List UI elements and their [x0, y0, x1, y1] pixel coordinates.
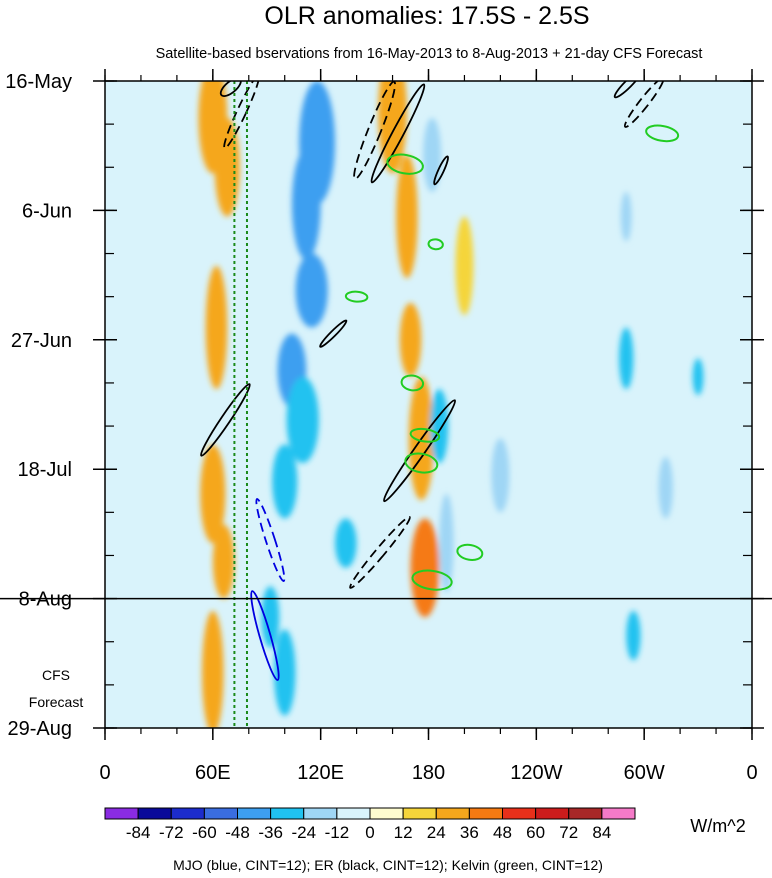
- x-tick-label-5: 60W: [624, 762, 665, 784]
- colorbar-swatch-5: [270, 807, 305, 820]
- colorbar-label-14: 84: [592, 823, 611, 842]
- colorbar-label-9: 24: [427, 823, 446, 842]
- footer-note: MJO (blue, CINT=12); ER (black, CINT=12)…: [173, 857, 603, 873]
- colorbar-swatch-11: [468, 807, 503, 820]
- anomaly-blob-5: [202, 610, 224, 728]
- colorbar-label-12: 60: [526, 823, 545, 842]
- y-axis: 16-May 6-Jun 27-Jun 18-Jul 8-Aug 29-Aug: [5, 71, 764, 740]
- kelvin-contour-18: [409, 427, 441, 443]
- anomaly-blob-22: [439, 493, 454, 593]
- anomaly-blob-25: [620, 191, 632, 242]
- anomaly-blob-13: [273, 629, 296, 716]
- anomaly-blob-4: [212, 524, 235, 599]
- colorbar-label-3: -48: [225, 823, 250, 842]
- colorbar-swatch-7: [336, 807, 371, 820]
- colorbar-swatch-12: [502, 807, 537, 820]
- colorbar-label-7: 0: [365, 823, 374, 842]
- anomaly-blob-14: [335, 518, 357, 568]
- anomaly-blob-16: [396, 154, 418, 279]
- colorbar-swatch-9: [402, 807, 437, 820]
- x-axis: 0 60E 120E 180 120W 60W 0: [99, 69, 758, 784]
- forecast-label-line2: Forecast: [29, 694, 84, 710]
- plot-area: [105, 81, 752, 728]
- anomaly-blob-11: [272, 444, 298, 519]
- anomaly-blob-24: [626, 610, 641, 661]
- colorbar-swatch-4: [237, 807, 272, 820]
- x-tick-label-0: 0: [99, 762, 110, 784]
- er-contour-7: [433, 155, 449, 186]
- colorbar-label-6: -12: [325, 823, 350, 842]
- anomaly-blob-7: [291, 148, 321, 260]
- chart-title: OLR anomalies: 17.5S - 2.5S: [264, 2, 589, 30]
- colorbar-label-5: -24: [291, 823, 316, 842]
- forecast-label-line1: CFS: [42, 667, 70, 683]
- colorbar-swatch-6: [303, 807, 338, 820]
- colorbar-swatch-0: [104, 807, 139, 820]
- anomaly-blob-23: [619, 327, 634, 390]
- colorbar-label-4: -36: [258, 823, 283, 842]
- kelvin-contour-17: [404, 452, 439, 474]
- anomaly-blob-29: [491, 438, 510, 513]
- colorbar-label-1: -72: [159, 823, 184, 842]
- colorbar-swatch-13: [535, 807, 570, 820]
- colorbar-swatch-3: [203, 807, 238, 820]
- x-tick-label-2: 120E: [297, 762, 344, 784]
- er-contour-6: [370, 83, 426, 184]
- mjo-contour-0: [250, 590, 280, 681]
- units-label: W/m^2: [690, 816, 745, 836]
- colorbar-label-13: 72: [559, 823, 578, 842]
- colorbar-label-8: 12: [394, 823, 413, 842]
- y-tick-label-1: 6-Jun: [22, 200, 72, 222]
- anomaly-blob-3: [200, 444, 226, 544]
- colorbar: -84 -72 -60 -48 -36 -24 -12 0 12 24 36 48 60 72 84: [104, 807, 636, 842]
- er-contour-10: [349, 515, 411, 589]
- x-tick-label-4: 120W: [510, 762, 562, 784]
- kelvin-contour-13: [386, 153, 424, 175]
- colorbar-swatch-10: [435, 807, 470, 820]
- kelvin-contour-20: [411, 569, 453, 591]
- er-contour-12: [623, 81, 665, 128]
- er-contour-2: [219, 81, 242, 97]
- kelvin-contour-14: [645, 124, 680, 143]
- colorbar-swatch-15: [601, 807, 636, 820]
- colorbar-label-2: -60: [192, 823, 217, 842]
- colorbar-label-11: 48: [493, 823, 512, 842]
- anomaly-blob-17: [399, 302, 422, 377]
- anomaly-blob-2: [205, 265, 228, 390]
- kelvin-contour-15: [344, 290, 369, 303]
- y-tick-label-4: 8-Aug: [19, 589, 72, 611]
- mjo-contour-1: [255, 498, 286, 583]
- anomaly-blob-8: [295, 253, 328, 328]
- colorbar-label-10: 36: [460, 823, 479, 842]
- y-tick-label-5: 29-Aug: [8, 718, 73, 740]
- anomaly-blob-10: [286, 376, 319, 464]
- kelvin-contour-16: [400, 374, 425, 392]
- anomaly-blob-26: [692, 358, 704, 396]
- x-tick-label-6: 0: [746, 762, 757, 784]
- y-tick-label-2: 27-Jun: [11, 330, 72, 352]
- x-tick-label-1: 60E: [195, 762, 231, 784]
- y-tick-label-0: 16-May: [5, 71, 72, 93]
- colorbar-swatch-8: [369, 807, 404, 820]
- kelvin-contour-21: [456, 543, 484, 561]
- chart-subtitle: Satellite-based bservations from 16-May-…: [156, 46, 703, 62]
- y-tick-label-3: 18-Jul: [18, 459, 72, 481]
- colorbar-swatch-2: [170, 807, 205, 820]
- anomaly-blob-12: [261, 586, 280, 648]
- colorbar-label-0: -84: [126, 823, 151, 842]
- x-tick-label-3: 180: [412, 762, 445, 784]
- kelvin-contour-19: [427, 238, 444, 251]
- colorbar-swatch-14: [568, 807, 603, 820]
- anomaly-blob-15: [378, 81, 407, 174]
- anomaly-blob-19: [410, 518, 440, 618]
- er-contour-8: [319, 319, 348, 348]
- anomaly-blob-28: [455, 216, 474, 316]
- colorbar-swatch-1: [137, 807, 172, 820]
- anomaly-blob-21: [430, 389, 449, 464]
- anomaly-blob-27: [658, 456, 673, 519]
- er-contour-4: [200, 383, 251, 457]
